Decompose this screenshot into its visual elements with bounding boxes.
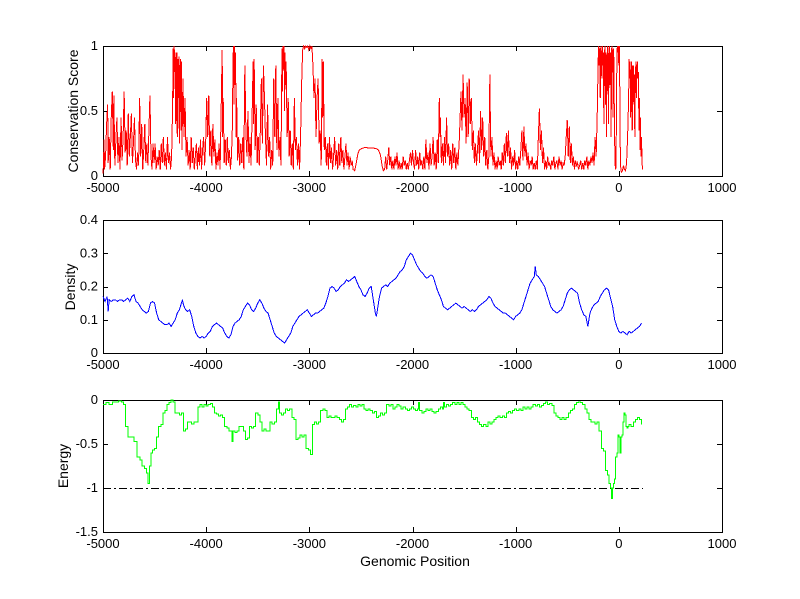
x-tick-label: -3000 [293,357,326,372]
y-tick-label: 0 [91,168,98,183]
x-tick-label: 1000 [708,357,737,372]
y-tick-label: -0.5 [76,436,98,451]
y-tick-label: 0.5 [80,103,98,118]
x-tick-label: -2000 [396,180,429,195]
x-tick-label: 0 [615,357,622,372]
x-tick-label: 1000 [708,536,737,551]
x-tick-label: -5000 [86,536,119,551]
x-tick-label: -3000 [293,536,326,551]
y-axis-label-energy: Energy [55,443,71,489]
x-tick-label: -3000 [293,180,326,195]
x-tick-label: -4000 [190,357,223,372]
y-tick-label: 0 [91,392,98,407]
y-tick-label: -1.5 [76,524,98,539]
x-tick-label: -4000 [190,180,223,195]
x-tick-label: 0 [615,180,622,195]
conservation score-series-line [102,44,644,174]
x-tick-label: -4000 [190,536,223,551]
x-tick-label: -1000 [499,180,532,195]
x-tick-label: -5000 [86,180,119,195]
density-series-line [102,252,642,344]
energy-subplot-axes-box [103,400,723,533]
y-tick-label: 0.4 [80,212,98,227]
x-tick-label: 1000 [708,180,737,195]
x-tick-label: -2000 [396,536,429,551]
y-tick-label: 0 [91,345,98,360]
y-tick-label: 0.3 [80,245,98,260]
y-tick-label: 0.2 [80,279,98,294]
x-tick-label: -5000 [86,357,119,372]
y-tick-label: 1 [91,38,98,53]
energy-series-line [103,399,643,500]
y-axis-label-conservation-score: Conservation Score [65,49,81,173]
x-tick-label: 0 [615,536,622,551]
y-tick-label: -1 [86,480,98,495]
y-tick-label: 0.1 [80,312,98,327]
y-axis-label-density: Density [62,263,78,311]
x-tick-label: -2000 [396,357,429,372]
x-axis-label-genomic-position: Genomic Position [360,553,470,569]
x-tick-label: -1000 [499,536,532,551]
x-tick-label: -1000 [499,357,532,372]
